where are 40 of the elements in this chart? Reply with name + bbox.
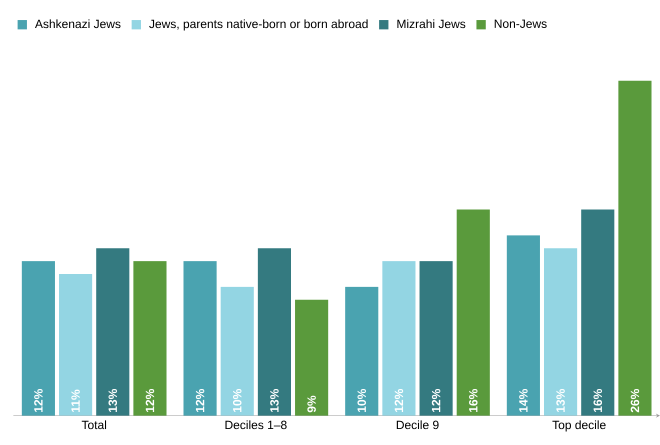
bar [183,261,217,416]
legend-label: Mizrahi Jews [397,19,466,28]
legend-label: Jews, parents native-born or born abroad [149,19,368,31]
bar [382,261,416,416]
bar [345,286,378,416]
bar [581,210,614,416]
data-label: 12% [432,389,440,412]
x-tick-label: Decile 9 [396,420,439,430]
bar [295,300,328,416]
data-label: 16% [469,389,478,412]
bar [220,286,254,416]
data-label: 12% [196,389,204,412]
bar [456,210,490,416]
bar [258,248,291,416]
legend-label: Ashkenazi Jews [34,19,121,28]
x-tick-label: Deciles 1–8 [225,420,287,430]
legend-label: Non-Jews [494,20,547,28]
bar [96,248,130,416]
data-label: 12% [146,389,154,412]
bar [133,261,167,416]
bar [59,274,92,416]
data-label: 26% [630,389,640,412]
data-label: 10% [357,389,366,412]
data-label: 13% [556,389,565,412]
x-tick-label: Total [82,420,106,430]
bar [618,80,652,416]
bar [420,261,453,416]
data-label: 16% [594,389,602,412]
bar [506,235,540,416]
data-label: 14% [519,389,528,412]
data-label: 10% [232,389,242,412]
data-label: 12% [34,389,43,412]
data-label: 9% [307,396,316,412]
data-label: 12% [394,389,404,412]
data-label: 13% [270,389,279,412]
bar [544,248,578,416]
data-label: 13% [108,389,118,412]
bar [22,261,55,416]
data-label: 11% [71,390,80,412]
x-tick-label: Top decile [552,420,606,432]
